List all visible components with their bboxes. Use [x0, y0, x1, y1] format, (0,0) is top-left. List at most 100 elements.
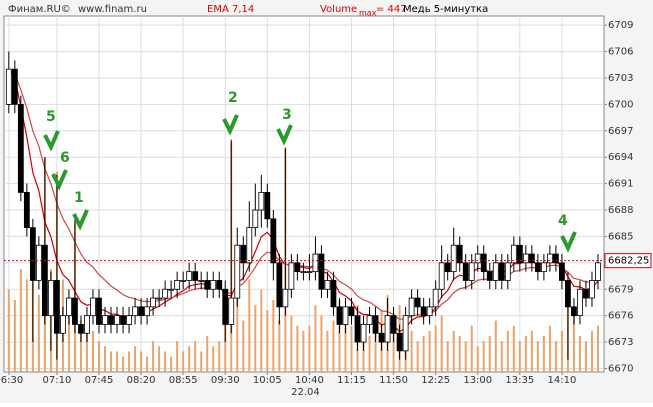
volume-bar — [254, 305, 257, 372]
candle-body — [180, 280, 187, 282]
candle-body — [583, 288, 589, 299]
volume-bar — [524, 335, 527, 372]
candle-body — [17, 103, 24, 193]
candle-body — [486, 271, 493, 281]
volume-bar — [110, 351, 113, 372]
volume-bar — [91, 330, 94, 372]
volume-bar — [362, 330, 365, 372]
annotation: 3 — [282, 107, 292, 123]
candle-body — [462, 262, 469, 281]
volume-bar — [410, 330, 413, 372]
candle-body — [420, 306, 427, 317]
volume-bar — [446, 341, 449, 372]
candle-body — [162, 288, 169, 299]
candle-body — [516, 244, 523, 264]
volume-bar — [85, 325, 88, 372]
candle-body — [144, 306, 150, 317]
volume-bar — [584, 341, 587, 372]
volume-bar — [500, 341, 503, 372]
y-tick-label: 6706 — [608, 47, 633, 58]
annotation: 4 — [558, 213, 568, 229]
volume-bar — [332, 320, 335, 372]
candle-body — [102, 315, 108, 325]
volume-bar — [476, 346, 479, 372]
volume-bar — [494, 320, 497, 372]
candle-body — [510, 244, 517, 264]
volume-bar — [176, 341, 179, 372]
candle-body — [288, 262, 295, 290]
volume-bar — [122, 356, 125, 372]
candle-body — [559, 262, 565, 281]
volume-bar — [260, 289, 263, 372]
volume-bar — [13, 299, 16, 372]
candle-body — [294, 262, 301, 273]
x-date: 22.04 — [291, 387, 320, 398]
volume-bar — [296, 325, 299, 372]
annotation: 5 — [46, 109, 56, 125]
candle-body — [450, 244, 457, 273]
volume-bar — [278, 320, 281, 372]
candle-body — [408, 297, 415, 317]
candle-body — [336, 306, 343, 325]
y-tick-label: 6709 — [608, 20, 633, 31]
candle-body — [47, 280, 54, 317]
candle-body — [342, 306, 349, 325]
volume-bar — [422, 335, 425, 372]
candle-body — [156, 297, 163, 300]
candle-body — [216, 280, 223, 290]
last-price-label: 6682,25 — [608, 256, 649, 267]
candle-body — [246, 227, 253, 264]
candle-body — [492, 262, 499, 281]
volume-bar — [218, 341, 221, 372]
volume-bar — [272, 299, 275, 372]
candle-body — [480, 253, 487, 273]
checkmark — [51, 169, 68, 191]
y-tick-label: 6688 — [608, 205, 633, 216]
volume-bar — [116, 351, 119, 372]
candle-body — [108, 315, 114, 325]
volume-bar — [488, 335, 491, 372]
volume-bar — [428, 330, 431, 372]
x-tick-label: 12:25 — [421, 375, 450, 386]
volume-bar — [97, 341, 100, 372]
volume-bar — [392, 315, 395, 372]
x-tick-label: 11:15 — [337, 375, 366, 386]
checkmark — [560, 231, 577, 253]
y-tick-label: 6700 — [608, 99, 633, 110]
volume-bar — [19, 269, 22, 372]
volume-bar — [25, 279, 28, 372]
candle-body — [384, 315, 391, 343]
candle-body — [35, 244, 42, 281]
x-tick-label: 13:00 — [463, 375, 492, 386]
candle-body — [276, 262, 283, 308]
url: www.finam.ru — [78, 4, 147, 15]
volume-bar — [470, 325, 473, 372]
last-price-box — [604, 253, 652, 269]
candle-body — [60, 315, 66, 334]
volume-bar — [350, 325, 353, 372]
candle-body — [282, 288, 289, 308]
candle-body — [540, 262, 547, 273]
y-tick-label: 6679 — [608, 284, 633, 295]
candle-body — [324, 280, 331, 290]
candle-body — [23, 192, 30, 229]
candle-body — [438, 262, 445, 290]
candle-body — [84, 315, 90, 334]
volume-bar — [290, 315, 293, 372]
candle-body — [402, 315, 409, 352]
candle-body — [210, 280, 217, 290]
candle-body — [414, 297, 421, 308]
candle-body — [186, 271, 193, 281]
volume-max: = 447 — [376, 4, 407, 15]
candle-body — [198, 280, 205, 282]
candle-body — [120, 315, 126, 325]
volume-bar — [104, 346, 107, 372]
candle-body — [192, 271, 199, 281]
volume-bar — [512, 325, 515, 372]
candle-body — [174, 280, 181, 290]
x-tick-label: 06:30 — [0, 375, 23, 386]
x-tick-label: 10:40 — [295, 375, 324, 386]
volume-bar — [314, 305, 317, 372]
candle-body — [54, 280, 60, 334]
